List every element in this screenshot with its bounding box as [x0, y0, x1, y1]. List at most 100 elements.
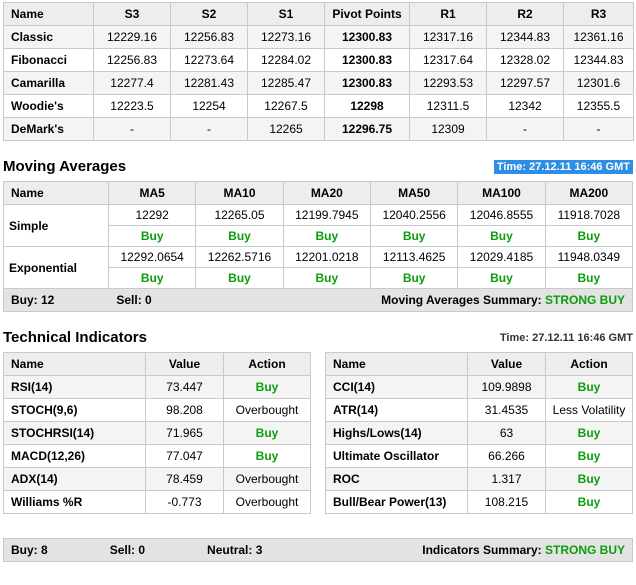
pivot-point-cell: 12300.83: [324, 71, 410, 95]
ma-name-cell: Exponential: [3, 246, 109, 289]
pivot-header-s1: S1: [247, 2, 325, 26]
ma-summary: Moving Averages Summary: STRONG BUY: [381, 293, 625, 307]
pivot-value-cell: 12281.43: [170, 71, 248, 95]
indicators-summary-bar: Buy: 8 Sell: 0 Neutral: 3 Indicators Sum…: [3, 538, 633, 562]
ma-name-cell: Simple: [3, 204, 109, 247]
ma-action-cell: Buy: [195, 267, 284, 289]
indicator-value-cell: 78.459: [145, 467, 224, 491]
indicator-value-cell: 77.047: [145, 444, 224, 468]
ma-action-cell: Buy: [282, 225, 371, 247]
pivot-value-cell: 12361.16: [563, 25, 634, 49]
indicator-name-cell: ADX(14): [3, 467, 146, 491]
pivot-value-cell: 12265: [247, 117, 325, 141]
pivot-value-cell: 12293.53: [409, 71, 487, 95]
ma-action-cell: Buy: [544, 225, 634, 247]
ma-action-cell: Buy: [107, 267, 197, 289]
ind-header-row: Name Value Action: [325, 352, 633, 376]
indicator-name-cell: STOCHRSI(14): [3, 421, 146, 445]
pivot-value-cell: 12273.16: [247, 25, 325, 49]
indicators-summary-value: STRONG BUY: [544, 543, 625, 557]
pivot-value-cell: 12344.83: [486, 25, 564, 49]
indicator-value-cell: -0.773: [145, 490, 224, 514]
pivot-value-cell: 12301.6: [563, 71, 634, 95]
pivot-value-cell: 12273.64: [170, 48, 248, 72]
indicators-buy-count: Buy: 8: [11, 543, 48, 557]
pivot-value-cell: 12344.83: [563, 48, 634, 72]
moving-averages-table: Name MA5 MA10 MA20 MA50 MA100 MA200 Simp…: [3, 181, 634, 289]
pivot-value-cell: 12256.83: [93, 48, 171, 72]
ma-action-cell: Buy: [195, 225, 284, 247]
ma-header-ma20: MA20: [282, 181, 371, 205]
indicator-action-cell: Overbought: [223, 490, 311, 514]
indicator-row-stochrsi: STOCHRSI(14) 71.965 Buy: [3, 421, 311, 445]
indicator-name-cell: CCI(14): [325, 375, 468, 399]
ma-value-cell: 12046.8555: [457, 204, 546, 226]
ind-header-action: Action: [223, 352, 311, 376]
ma-header-row: Name MA5 MA10 MA20 MA50 MA100 MA200: [3, 181, 634, 205]
indicator-action-cell: Overbought: [223, 467, 311, 491]
pivot-header-r2: R2: [486, 2, 564, 26]
indicator-row-macd: MACD(12,26) 77.047 Buy: [3, 444, 311, 468]
ma-header-ma200: MA200: [544, 181, 634, 205]
indicator-value-cell: 66.266: [467, 444, 546, 468]
ma-value-cell: 12201.0218: [282, 246, 371, 268]
pivot-row-classic: Classic 12229.16 12256.83 12273.16 12300…: [3, 25, 634, 49]
ma-action-cell: Buy: [544, 267, 634, 289]
pivot-value-cell: 12285.47: [247, 71, 325, 95]
ma-sell-count: Sell: 0: [116, 293, 152, 307]
indicator-row-rsi: RSI(14) 73.447 Buy: [3, 375, 311, 399]
ind-header-action: Action: [545, 352, 633, 376]
pivot-header-s3: S3: [93, 2, 171, 26]
ma-value-cell: 12265.05: [195, 204, 284, 226]
pivot-value-cell: 12223.5: [93, 94, 171, 118]
ma-value-cell: 12292.0654: [107, 246, 197, 268]
indicator-name-cell: MACD(12,26): [3, 444, 146, 468]
indicator-row-roc: ROC 1.317 Buy: [325, 467, 633, 491]
indicator-row-ultimate-oscillator: Ultimate Oscillator 66.266 Buy: [325, 444, 633, 468]
pivot-name-cell: DeMark's: [3, 117, 94, 141]
ma-header-ma5: MA5: [107, 181, 197, 205]
indicator-action-cell: Buy: [545, 421, 633, 445]
pivot-value-cell: 12309: [409, 117, 487, 141]
pivot-value-cell: 12284.02: [247, 48, 325, 72]
pivot-name-cell: Woodie's: [3, 94, 94, 118]
ma-value-cell: 12029.4185: [457, 246, 546, 268]
indicator-action-cell: Overbought: [223, 398, 311, 422]
indicator-name-cell: STOCH(9,6): [3, 398, 146, 422]
indicators-neutral-count: Neutral: 3: [207, 543, 263, 557]
indicator-value-cell: 109.9898: [467, 375, 546, 399]
ma-header-name: Name: [3, 181, 109, 205]
moving-averages-header: Moving Averages Time: 27.12.11 16:46 GMT: [3, 158, 633, 175]
indicator-action-cell: Buy: [545, 490, 633, 514]
pivot-header-pivot-points: Pivot Points: [324, 2, 410, 26]
indicators-sell-count: Sell: 0: [109, 543, 146, 557]
indicators-left-table: Name Value Action RSI(14) 73.447 Buy STO…: [3, 352, 311, 514]
indicator-name-cell: ATR(14): [325, 398, 468, 422]
pivot-row-demarks: DeMark's - - 12265 12296.75 12309 - -: [3, 117, 634, 141]
pivot-points-table: Name S3 S2 S1 Pivot Points R1 R2 R3 Clas…: [3, 2, 634, 141]
ind-header-name: Name: [3, 352, 146, 376]
indicator-row-adx: ADX(14) 78.459 Overbought: [3, 467, 311, 491]
indicator-action-cell: Buy: [545, 375, 633, 399]
pivot-header-r3: R3: [563, 2, 634, 26]
indicator-row-highslows: Highs/Lows(14) 63 Buy: [325, 421, 633, 445]
technical-analysis-page: Name S3 S2 S1 Pivot Points R1 R2 R3 Clas…: [3, 2, 634, 562]
indicator-value-cell: 73.447: [145, 375, 224, 399]
indicator-name-cell: RSI(14): [3, 375, 146, 399]
technical-indicators-title: Technical Indicators: [3, 329, 147, 346]
pivot-value-cell: 12256.83: [170, 25, 248, 49]
pivot-value-cell: 12317.16: [409, 25, 487, 49]
indicators-tables: Name Value Action RSI(14) 73.447 Buy STO…: [3, 352, 633, 514]
indicator-value-cell: 108.215: [467, 490, 546, 514]
ma-action-cell: Buy: [369, 267, 459, 289]
ma-action-cell: Buy: [282, 267, 371, 289]
technical-indicators-time: Time: 27.12.11 16:46 GMT: [499, 331, 633, 344]
ma-summary-value: STRONG BUY: [544, 293, 625, 307]
ma-header-ma50: MA50: [369, 181, 459, 205]
pivot-value-cell: -: [170, 117, 248, 141]
pivot-header-row: Name S3 S2 S1 Pivot Points R1 R2 R3: [3, 2, 634, 26]
pivot-value-cell: 12328.02: [486, 48, 564, 72]
ma-action-cell: Buy: [457, 267, 546, 289]
indicator-value-cell: 31.4535: [467, 398, 546, 422]
indicator-row-williams: Williams %R -0.773 Overbought: [3, 490, 311, 514]
